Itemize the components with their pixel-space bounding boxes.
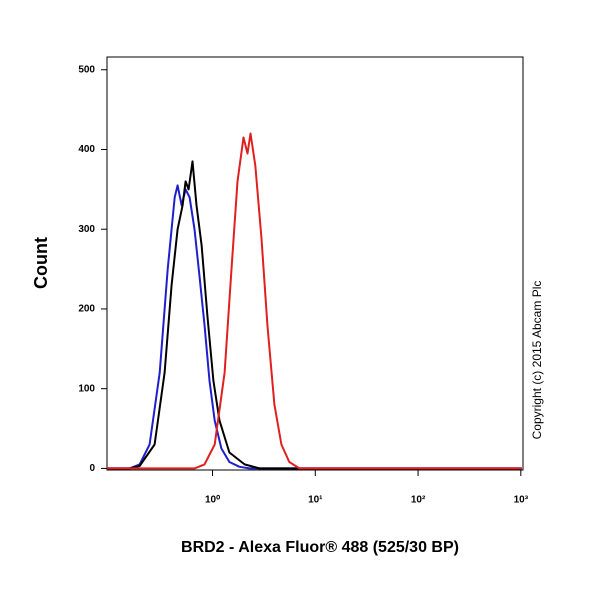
x-tick-label: 10³ bbox=[514, 495, 529, 506]
copyright: Copyright (c) 2015 Abcam Plc bbox=[530, 281, 544, 440]
plot-frame bbox=[106, 56, 524, 471]
y-tick-label: 0 bbox=[89, 463, 95, 474]
y-tick-label: 500 bbox=[78, 64, 95, 75]
histogram-line bbox=[107, 132, 522, 470]
y-axis-label: Count bbox=[31, 237, 51, 289]
y-tick-label: 300 bbox=[78, 224, 95, 235]
x-tick-label: 10⁰ bbox=[205, 495, 220, 506]
y-tick-label: 200 bbox=[78, 304, 95, 315]
y-tick-label: 400 bbox=[78, 144, 95, 155]
x-tick-label: 10¹ bbox=[308, 495, 323, 506]
x-axis-label: BRD2 - Alexa Fluor® 488 (525/30 BP) bbox=[181, 539, 459, 556]
x-tick-label: 10² bbox=[411, 495, 426, 506]
histogram-line bbox=[107, 184, 522, 470]
histogram-line bbox=[107, 160, 522, 470]
y-tick-label: 100 bbox=[78, 383, 95, 394]
